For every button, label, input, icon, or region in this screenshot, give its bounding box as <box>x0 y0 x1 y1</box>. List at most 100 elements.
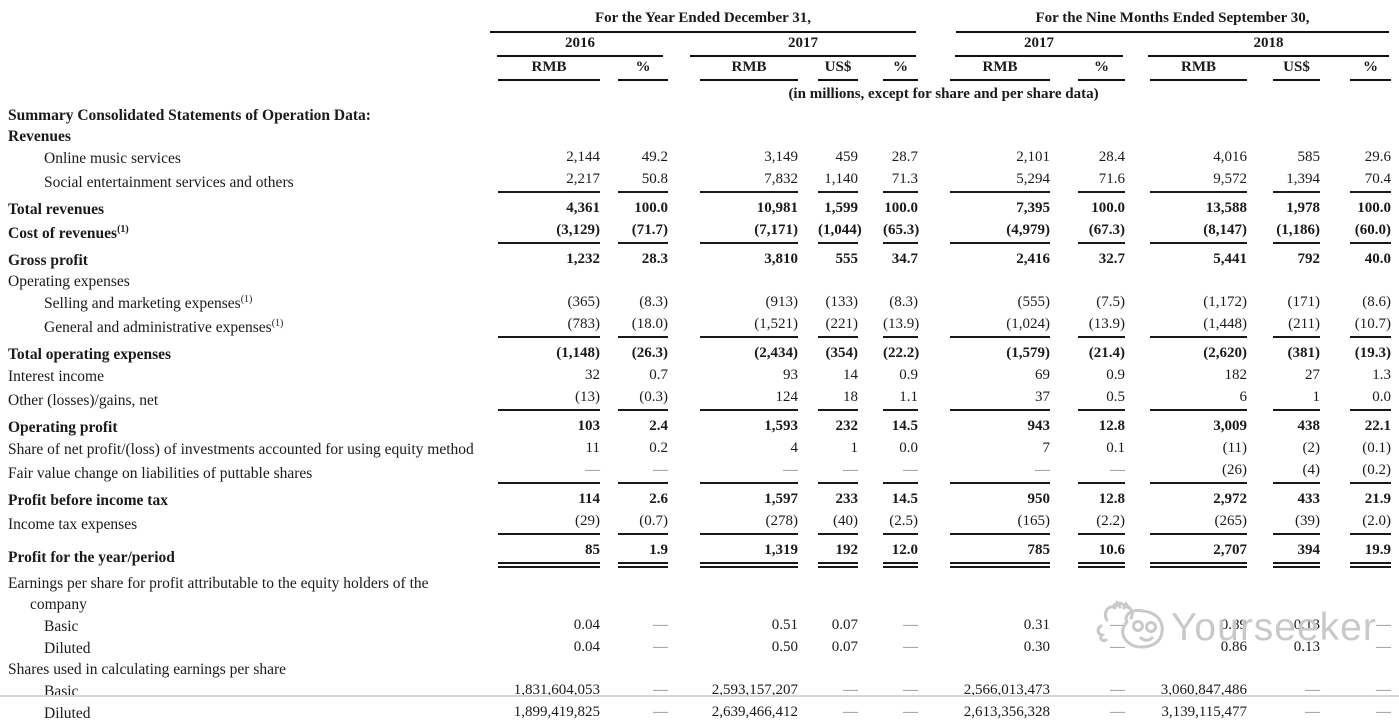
row-label-text: Social entertainment services and others <box>44 174 294 191</box>
year-header-9m-2017: 2017 <box>955 33 1124 57</box>
cell-value: 233 <box>835 491 859 507</box>
value-cell <box>858 659 918 680</box>
value-cell <box>1125 105 1247 126</box>
value-cell: (7.5) <box>1050 292 1125 314</box>
units-note: (in millions, except for share and per s… <box>788 86 1099 102</box>
table-row: Basic 1,831,604,053 — 2,593,157,207 — — 2,566,… <box>0 680 1399 702</box>
cell-value: — <box>653 617 668 633</box>
value-cell: (365) <box>488 292 601 314</box>
cell-value: 1.3 <box>1372 367 1392 383</box>
cell-value: 2.6 <box>649 491 668 507</box>
value-cell: 1,978 <box>1247 193 1320 220</box>
column-header-rmb: RMB <box>950 57 1051 81</box>
value-cell: 3,139,115,477 <box>1125 702 1247 724</box>
value-cell <box>1247 126 1320 147</box>
cell-value: 2,566,013,473 <box>963 682 1051 698</box>
cell-value: 0.0 <box>1350 387 1392 411</box>
value-cell: (0.7) <box>600 511 668 535</box>
row-label: Other (losses)/gains, net <box>0 387 488 411</box>
value-cell: 19.9 <box>1320 535 1399 568</box>
value-cell: (165) <box>918 511 1051 535</box>
value-cell: 2,593,157,207 <box>668 680 798 702</box>
cell-value: 21.9 <box>1364 491 1392 507</box>
year-header-2017: 2017 <box>690 33 917 57</box>
cell-value: (221) <box>818 314 858 338</box>
value-cell: (555) <box>918 292 1051 314</box>
value-cell: 114 <box>488 484 600 511</box>
value-cell: — <box>1050 615 1125 637</box>
value-cell: 6 <box>1125 387 1248 411</box>
value-cell: 0.13 <box>1247 615 1320 637</box>
value-cell <box>1125 659 1247 680</box>
column-header-rmb: RMB <box>498 57 600 81</box>
row-label: Gross profit <box>0 244 488 271</box>
table-row: Gross profit 1,232 28.3 3,810 555 34.7 2,416 32… <box>0 244 1399 271</box>
cell-value: — <box>1305 682 1321 698</box>
table-row: Fair value change on liabilities of putt… <box>0 460 1399 484</box>
value-cell: 0.5 <box>1050 387 1126 411</box>
cell-value: 18 <box>818 387 858 411</box>
column-header-pct: % <box>1078 57 1126 81</box>
cell-value: 85 <box>498 540 600 568</box>
year-header-2016: 2016 <box>497 33 663 57</box>
footnote-marker: (1) <box>117 223 129 235</box>
value-cell: 11 <box>488 438 600 460</box>
cell-value: — <box>1110 682 1126 698</box>
cell-value: (26) <box>1150 460 1248 484</box>
cell-value: 1 <box>850 440 859 456</box>
cell-value: — <box>1376 704 1392 720</box>
cell-value: 1,319 <box>700 540 798 568</box>
cell-value: (7,171) <box>700 220 798 244</box>
value-cell: (1,579) <box>918 338 1050 365</box>
cell-value: 12.8 <box>1098 418 1126 434</box>
cell-value: — <box>498 460 600 484</box>
value-cell: 394 <box>1247 535 1321 568</box>
value-cell: 12.8 <box>1050 484 1125 511</box>
value-cell: (133) <box>798 292 859 314</box>
cell-value: 100.0 <box>1091 200 1126 216</box>
cell-value: 2,101 <box>1016 149 1051 165</box>
value-cell: 0.31 <box>918 615 1050 637</box>
value-cell: 124 <box>668 387 798 411</box>
row-label: Operating expenses <box>0 271 488 292</box>
table-row: Diluted 0.04 — 0.50 0.07 — 0.30 — 0.86 0.13 — <box>0 637 1399 659</box>
value-cell: — <box>488 460 600 484</box>
value-cell: — <box>1320 637 1399 659</box>
cell-value: 0.07 <box>831 617 858 633</box>
value-cell <box>668 105 798 126</box>
table-row: Diluted 1,899,419,825 — 2,639,466,412 — — 2,61… <box>0 702 1399 724</box>
value-cell: 100.0 <box>858 193 918 220</box>
row-label-text: Basic <box>44 683 79 700</box>
value-cell <box>1125 271 1247 292</box>
cell-value: 12.0 <box>883 540 919 568</box>
row-label-text: Fair value change on liabilities of putt… <box>8 465 313 482</box>
row-label-text: Share of net profit/(loss) of investment… <box>8 441 474 458</box>
cell-value: — <box>653 704 668 720</box>
value-cell: (1,521) <box>668 314 798 338</box>
value-cell: 1,394 <box>1247 169 1321 193</box>
cell-value: 71.3 <box>883 169 919 193</box>
value-cell: 2,566,013,473 <box>918 680 1050 702</box>
cell-value: (0.1) <box>1362 440 1392 456</box>
cell-value: 10.6 <box>1078 540 1126 568</box>
cell-value: — <box>903 617 919 633</box>
row-label-text: Selling and marketing expenses <box>44 295 241 312</box>
cell-value: 1,978 <box>1286 200 1321 216</box>
row-label: Selling and marketing expenses(1) <box>0 292 488 314</box>
value-cell: 1,599 <box>798 193 858 220</box>
operations-data-table: For the Year Ended December 31, For the … <box>0 8 1399 724</box>
value-cell: 1,232 <box>488 244 600 271</box>
value-cell: (13.9) <box>858 314 919 338</box>
value-cell <box>1247 568 1320 615</box>
cell-value: 0.13 <box>1293 639 1321 655</box>
value-cell: (0.2) <box>1320 460 1399 484</box>
value-cell: — <box>600 637 668 659</box>
cell-value: 785 <box>950 540 1051 568</box>
cell-value: 585 <box>1297 149 1321 165</box>
cell-value: — <box>1376 639 1392 655</box>
value-cell: 85 <box>488 535 600 568</box>
cell-value: 5,294 <box>950 169 1051 193</box>
cell-value: 69 <box>1035 367 1051 383</box>
row-label-text: General and administrative expenses <box>44 319 272 336</box>
value-cell: — <box>1320 702 1399 724</box>
